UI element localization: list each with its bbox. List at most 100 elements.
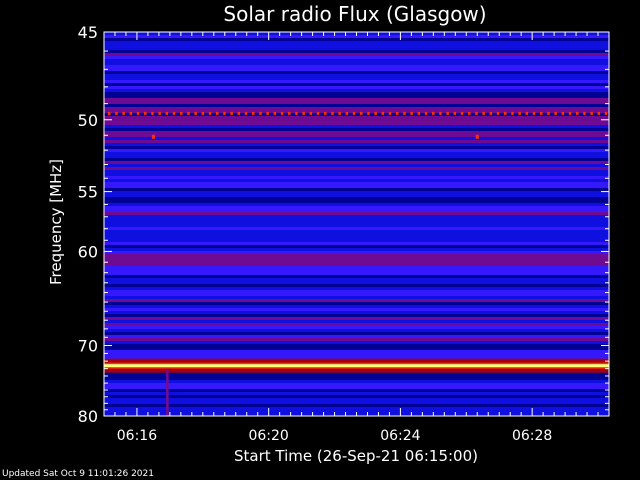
- spectrogram-row: [104, 98, 609, 101]
- spectrogram-row: [104, 128, 609, 131]
- interference-dot: [424, 111, 428, 115]
- spectrogram-row: [104, 143, 609, 146]
- interference-dot: [417, 111, 421, 115]
- spectrogram-row: [104, 161, 609, 164]
- interference-dot: [122, 111, 125, 115]
- spectrogram-row: [104, 173, 609, 176]
- spectrogram-row: [104, 113, 609, 116]
- spectrogram-row: [104, 137, 609, 140]
- spectrogram-row: [104, 338, 609, 341]
- interference-dot: [237, 111, 241, 115]
- interference-dot: [252, 111, 255, 115]
- spectrogram-row: [104, 152, 609, 155]
- spectrogram-row: [104, 224, 609, 227]
- interference-dot: [244, 111, 248, 115]
- spectrogram-row: [104, 56, 609, 59]
- interference-dot: [144, 111, 147, 115]
- spectrogram-row: [104, 284, 609, 287]
- spectrogram-row: [104, 311, 609, 314]
- spectrogram-row: [104, 83, 609, 86]
- spectrogram-row: [104, 299, 609, 302]
- interference-dot: [295, 111, 298, 115]
- spectrogram-row: [104, 392, 609, 395]
- y-tick-label: 50: [78, 111, 98, 130]
- interference-dot: [158, 111, 161, 115]
- interference-dot: [324, 111, 327, 115]
- interference-dot: [518, 111, 521, 115]
- interference-dot: [460, 111, 464, 115]
- x-tick-label: 06:16: [117, 428, 157, 444]
- spectrogram-row: [104, 320, 609, 323]
- spectrogram-row: [104, 389, 609, 392]
- spectrogram-row: [104, 347, 609, 350]
- spectrogram-row: [104, 35, 609, 38]
- interference-dot: [208, 111, 212, 115]
- chart-title: Solar radio Flux (Glasgow): [223, 2, 487, 26]
- spectrogram-row: [104, 134, 609, 137]
- interference-dot: [338, 111, 341, 115]
- spectrogram-row: [104, 395, 609, 398]
- spectrogram-row: [104, 197, 609, 200]
- spectrogram-row: [104, 251, 609, 254]
- interference-dot: [604, 111, 608, 115]
- interference-dot: [403, 111, 406, 115]
- spectrogram-row: [104, 68, 609, 71]
- spectrogram-row: [104, 38, 609, 41]
- x-tick-label: 06:24: [380, 428, 420, 444]
- y-tick-label: 70: [78, 336, 98, 355]
- strong-band-core: [104, 364, 609, 368]
- y-tick-label: 45: [78, 23, 98, 42]
- spectrogram-row: [104, 344, 609, 347]
- spectrogram-row: [104, 206, 609, 209]
- spectrogram-row: [104, 257, 609, 260]
- spectrogram-row: [104, 59, 609, 62]
- spectrogram-row: [104, 353, 609, 356]
- spot-event: [475, 134, 479, 139]
- interference-dot: [511, 111, 514, 115]
- interference-dot: [288, 111, 291, 115]
- spectrogram-row: [104, 341, 609, 344]
- spectrogram-row: [104, 107, 609, 110]
- spectrogram-row: [104, 92, 609, 95]
- y-tick-label: 55: [78, 183, 98, 202]
- spectrogram-row: [104, 278, 609, 281]
- spectrogram-row: [104, 194, 609, 197]
- interference-dot: [590, 111, 593, 115]
- interference-dot: [345, 111, 349, 115]
- spectrogram-row: [104, 188, 609, 191]
- spectrogram-row: [104, 242, 609, 245]
- interference-dot: [496, 111, 500, 115]
- interference-dot: [194, 111, 197, 115]
- spectrogram-row: [104, 236, 609, 239]
- spectrogram-features: [104, 111, 609, 416]
- spectrogram-row: [104, 335, 609, 338]
- interference-dot: [374, 111, 377, 115]
- spectrogram-row: [104, 305, 609, 308]
- interference-dot: [468, 111, 471, 115]
- spectrogram-row: [104, 209, 609, 212]
- interference-dot: [396, 111, 399, 115]
- interference-dot: [525, 111, 529, 115]
- spectrogram-row: [104, 332, 609, 335]
- spectrogram-image: [104, 32, 609, 416]
- spectrogram-row: [104, 218, 609, 221]
- interference-dot: [360, 111, 363, 115]
- spectrogram-row: [104, 119, 609, 122]
- spectrogram-row: [104, 293, 609, 296]
- spectrogram-row: [104, 200, 609, 203]
- spectrogram-row: [104, 386, 609, 389]
- spectrogram-row: [104, 323, 609, 326]
- interference-dot: [489, 111, 493, 115]
- interference-dot: [230, 111, 233, 115]
- interference-dot: [331, 111, 334, 115]
- spectrogram-row: [104, 245, 609, 248]
- x-tick-label: 06:20: [248, 428, 288, 444]
- interference-dot: [540, 111, 543, 115]
- interference-dot: [561, 111, 565, 115]
- spectrogram-row: [104, 281, 609, 284]
- interference-dot: [187, 111, 190, 115]
- interference-dot: [482, 111, 485, 115]
- spectrogram-row: [104, 101, 609, 104]
- spectrogram-row: [104, 248, 609, 251]
